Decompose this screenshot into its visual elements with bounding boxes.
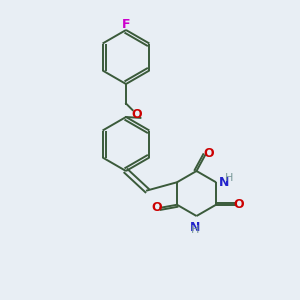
Text: N: N xyxy=(219,176,230,189)
Text: H: H xyxy=(191,225,199,236)
Text: O: O xyxy=(234,198,244,211)
Text: H: H xyxy=(225,173,234,183)
Text: F: F xyxy=(122,17,130,31)
Text: N: N xyxy=(190,221,200,234)
Text: O: O xyxy=(203,147,214,160)
Text: O: O xyxy=(152,201,162,214)
Text: O: O xyxy=(131,107,142,121)
